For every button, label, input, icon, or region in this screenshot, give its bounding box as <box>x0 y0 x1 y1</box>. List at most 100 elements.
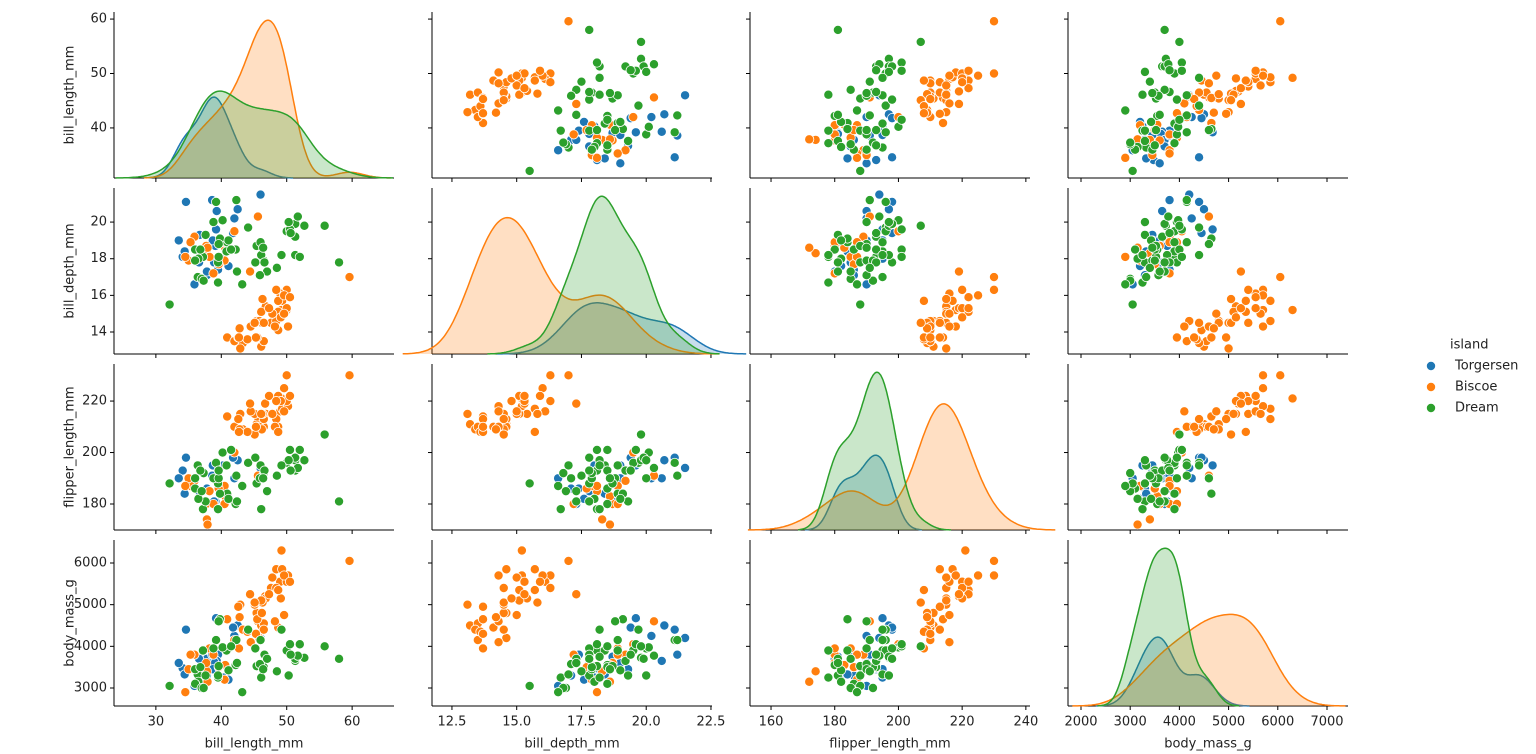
scatter-point <box>267 408 278 419</box>
scatter-point <box>180 480 191 491</box>
scatter-point <box>560 486 571 497</box>
scatter-point <box>180 452 191 463</box>
scatter-point <box>1139 455 1150 466</box>
scatter-point <box>283 217 294 228</box>
kde-area <box>747 403 1056 530</box>
x-tick-label: 17.5 <box>567 715 596 730</box>
scatter-point <box>1240 426 1251 437</box>
scatter-point <box>1265 316 1276 327</box>
scatter-point <box>271 396 282 407</box>
scatter-point <box>659 620 670 631</box>
scatter-point <box>514 89 525 100</box>
scatter-point <box>478 94 489 105</box>
scatter-point <box>877 613 888 624</box>
scatter-point <box>915 36 926 47</box>
scatter-point <box>867 683 878 694</box>
scatter-point <box>285 649 296 660</box>
legend-label: Biscoe <box>1455 380 1497 395</box>
scatter-point <box>864 195 875 206</box>
scatter-point <box>1154 266 1165 277</box>
scatter-point <box>842 614 853 625</box>
scatter-point <box>861 217 872 228</box>
scatter-point <box>264 589 275 600</box>
scatter-point <box>1275 272 1286 283</box>
scatter-point <box>602 140 613 151</box>
scatter-point <box>234 612 245 623</box>
scatter-point <box>867 275 878 286</box>
scatter-point <box>1250 303 1261 314</box>
scatter-point <box>532 88 543 99</box>
scatter-point <box>925 332 936 343</box>
scatter-point <box>1235 266 1246 277</box>
scatter-point <box>319 220 330 231</box>
scatter-point <box>462 107 473 118</box>
scatter-point <box>877 635 888 646</box>
scatter-point <box>1287 72 1298 83</box>
scatter-point <box>213 465 224 476</box>
scatter-point <box>591 687 602 698</box>
scatter-point <box>1235 398 1246 409</box>
kde-line <box>804 454 922 531</box>
scatter-point <box>861 643 872 654</box>
scatter-point <box>185 649 196 660</box>
scatter-point <box>1250 65 1261 76</box>
scatter-point <box>529 426 540 437</box>
scatter-point <box>1120 480 1131 491</box>
scatter-point <box>1159 486 1170 497</box>
x-tick-label: 6000 <box>1261 715 1294 730</box>
scatter-point <box>922 612 933 623</box>
scatter-point <box>591 125 602 136</box>
scatter-point <box>1159 452 1170 463</box>
scatter-point <box>877 272 888 283</box>
scatter-point <box>934 601 945 612</box>
scatter-point <box>871 87 882 98</box>
scatter-point <box>264 303 275 314</box>
scatter-point <box>1120 152 1131 163</box>
scatter-point <box>1174 429 1185 440</box>
scatter-point <box>252 211 263 222</box>
scatter-point <box>636 429 647 440</box>
scatter-point <box>1154 158 1165 169</box>
scatter-point <box>213 616 224 627</box>
y-axis-label: bill_length_mm <box>63 46 78 145</box>
scatter-point <box>200 670 211 681</box>
y-tick-label: 18 <box>90 251 107 266</box>
scatter-point <box>973 70 984 81</box>
scatter-point <box>1228 408 1239 419</box>
scatter-point <box>1154 496 1165 507</box>
scatter-point <box>934 317 945 328</box>
scatter-point <box>563 460 574 471</box>
scatter-point <box>625 65 636 76</box>
kde-area <box>144 20 391 178</box>
scatter-point <box>957 284 968 295</box>
scatter-point <box>344 370 355 381</box>
scatter-point <box>832 658 843 669</box>
scatter-point <box>941 595 952 606</box>
scatter-point <box>855 299 866 310</box>
scatter-point <box>284 576 295 587</box>
scatter-point <box>1255 80 1266 91</box>
scatter-point <box>1164 228 1175 239</box>
scatter-point <box>883 670 894 681</box>
scatter-point <box>258 317 269 328</box>
scatter-point <box>213 277 224 288</box>
scatter-point <box>656 126 667 137</box>
scatter-point <box>211 196 222 207</box>
scatter-point <box>273 585 284 596</box>
scatter-point <box>836 235 847 246</box>
scatter-point <box>1223 343 1234 354</box>
scatter-point <box>279 308 290 319</box>
scatter-point <box>1189 421 1200 432</box>
x-tick-label: 180 <box>822 715 847 730</box>
scatter-point <box>1181 470 1192 481</box>
scatter-point <box>242 426 253 437</box>
kde-area <box>1097 548 1240 706</box>
scatter-point <box>630 127 641 138</box>
scatter-point <box>852 687 863 698</box>
scatter-point <box>279 610 290 621</box>
scatter-point <box>258 242 269 253</box>
scatter-point <box>989 555 1000 566</box>
scatter-point <box>1164 465 1175 476</box>
scatter-point <box>963 576 974 587</box>
scatter-point <box>319 429 330 440</box>
